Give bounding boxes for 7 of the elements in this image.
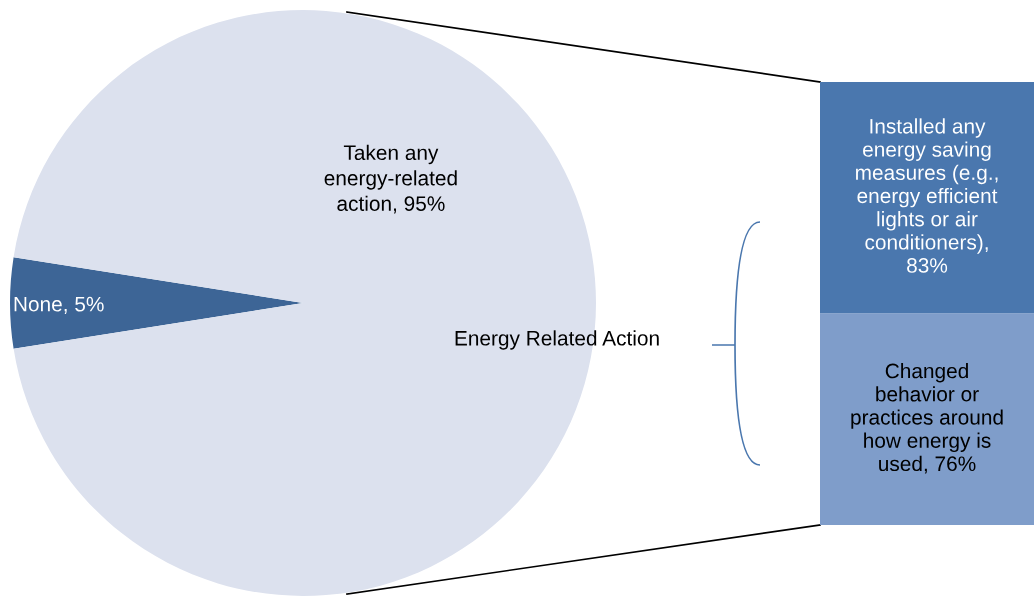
text: Energy Related Action: [455, 330, 659, 350]
pie-slice: [10, 257, 303, 349]
slice-label: None, 5%: [14, 296, 104, 314]
pie-slice: [13, 10, 596, 596]
data-label: Changed behavior or practices around how energy is used, 76%: [851, 363, 1003, 474]
data-label: Installed any energy saving measures (e.g., energy efficient lights or air conditioners), 83%: [856, 118, 998, 273]
slice-label: Taken any energy-related action, 95%: [324, 144, 457, 214]
